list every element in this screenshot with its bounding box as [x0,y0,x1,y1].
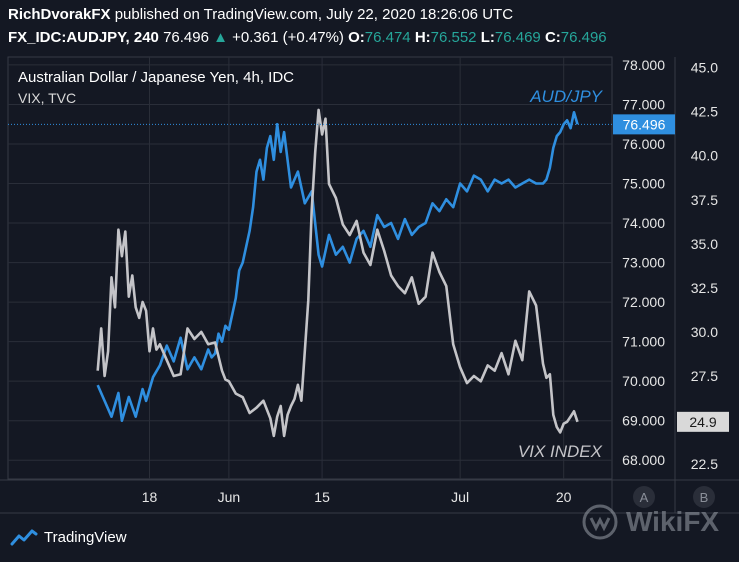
change-value: +0.361 (+0.47%) [232,29,344,46]
log-scale-button-label: B [700,490,709,505]
author-link[interactable]: RichDvorakFX [8,6,111,23]
x-axis-tick-label: Jul [451,489,469,505]
left-axis-tick-label: 75.000 [622,176,665,192]
right-axis-tick-label: 40.0 [691,148,718,164]
publish-info: published on TradingView.com, July 22, 2… [114,6,514,23]
left-axis-tick-label: 70.000 [622,373,665,389]
last-price-badge [613,114,675,135]
right-axis-tick-label: 37.5 [691,192,718,208]
audjpy-series-line[interactable] [96,111,579,423]
ohlc-line: FX_IDC:AUDJPY, 240 76.496 ▲ +0.361 (+0.4… [8,29,607,46]
x-axis-tick-label: 15 [314,489,330,505]
right-axis-tick-label: 22.5 [691,456,718,472]
wikifx-label: WikiFX [626,506,720,537]
publish-line: RichDvorakFX published on TradingView.co… [8,6,513,23]
left-axis-tick-label: 69.000 [622,413,665,429]
change-arrow-icon: ▲ [213,29,228,46]
left-axis-tick-label: 73.000 [622,255,665,271]
chart-subtitle: VIX, TVC [18,90,76,106]
vix-series-line[interactable] [96,108,579,438]
right-axis-tick-label: 42.5 [691,104,718,120]
left-axis-tick-label: 76.000 [622,136,665,152]
close-label: C: [544,29,561,46]
last-price: 76.496 [163,29,209,46]
tradingview-brand[interactable]: TradingView [10,528,127,546]
log-scale-button[interactable] [693,486,715,508]
left-axis-tick-label: 74.000 [622,215,665,231]
left-axis-tick-label: 68.000 [622,452,665,468]
chart-title: Australian Dollar / Japanese Yen, 4h, ID… [18,69,294,86]
right-axis-tick-label: 35.0 [691,236,718,252]
x-axis-tick-label: 20 [556,489,572,505]
tradingview-logo-icon [10,529,38,546]
last-price-badge-label: 76.496 [623,116,666,132]
left-axis-tick-label: 78.000 [622,57,665,73]
wikifx-watermark: WikiFX [582,504,719,540]
auto-scale-button-label: A [640,490,649,505]
left-axis-tick-label: 71.000 [622,334,665,350]
open-label: O: [348,29,365,46]
open-value: 76.474 [364,29,411,46]
tradingview-brand-label: TradingView [44,528,127,546]
audjpy-annotation: AUD/JPY [529,87,603,106]
x-axis-tick-label: Jun [218,489,241,505]
wikifx-logo-icon [582,504,618,540]
right-axis-tick-label: 32.5 [691,280,718,296]
high-value: 76.552 [430,29,477,46]
right-axis-tick-label: 27.5 [691,368,718,384]
x-axis-tick-label: 18 [142,489,158,505]
left-axis-tick-label: 72.000 [622,294,665,310]
low-label: L: [480,29,495,46]
high-label: H: [414,29,431,46]
right-axis-tick-label: 45.0 [691,60,718,76]
low-value: 76.469 [494,29,541,46]
vix-last-badge [677,411,729,432]
close-value: 76.496 [560,29,607,46]
left-axis-tick-label: 77.000 [622,96,665,112]
right-axis-tick-label: 30.0 [691,324,718,340]
vix-last-badge-label: 24.9 [689,414,716,430]
auto-scale-button[interactable] [633,486,655,508]
symbol-label[interactable]: FX_IDC:AUDJPY, 240 [8,29,159,46]
vix-annotation: VIX INDEX [518,442,603,461]
